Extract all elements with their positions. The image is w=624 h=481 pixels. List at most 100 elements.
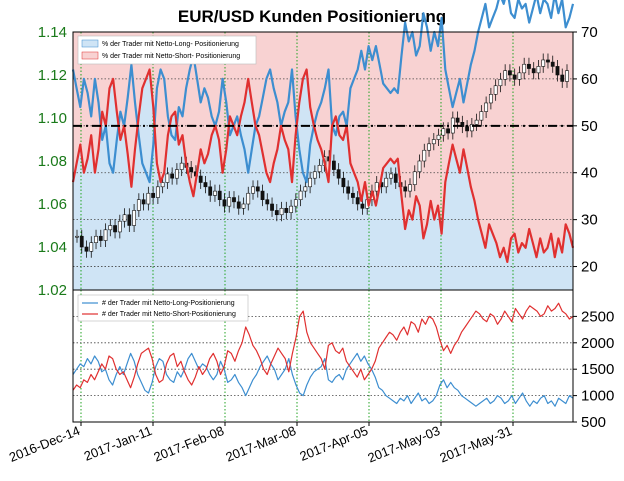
chart-title: EUR/USD Kunden Positionierung [178,7,446,26]
top-panel: 1.02 1.04 1.06 1.08 1.10 1.12 1.14 20 30 40 50 60 7… [38,0,598,299]
candle-body [284,208,289,213]
top-lines [71,0,575,263]
candle-body [175,169,179,179]
candle-body [308,177,313,188]
candle-body [293,199,298,207]
candle-body [422,149,427,162]
candle-body [117,220,122,233]
candle-body [455,117,460,123]
candle-body [232,197,236,203]
candle-body [503,70,508,80]
candle-body [217,190,222,201]
candle-body [251,186,255,194]
candle-body [560,74,565,82]
candle-body [127,214,132,226]
candle-body [469,124,474,132]
candle-body [541,59,546,67]
candle-body [179,162,184,170]
candle-body [527,63,531,69]
left-tick-label-4: 1.10 [38,110,67,127]
bottom-right-tick-label-1: 1000 [581,388,614,405]
candle-body [98,235,103,241]
candle-body [427,143,431,151]
candle-body [241,203,246,209]
right-tick-label-0: 20 [581,259,598,276]
candle-body [227,197,232,207]
candle-body [170,173,175,179]
candle-body [331,160,336,170]
x-tick-label-6: 2017-May-31 [437,423,514,466]
candle-body [441,128,446,136]
legend-swatch-short-pct [81,51,99,60]
candle-body [417,160,422,173]
candle-body [460,122,465,127]
legend-label-short-count: # der Trader mit Netto-Short-Positionier… [102,311,236,318]
candle-body [246,192,251,205]
candle-body [522,63,527,74]
bottom-panel: 500 1000 1500 2000 2500 # der Trader mit Net… [72,289,614,431]
short-count-line [72,302,574,391]
bottom-right-tick-label-2: 1500 [581,361,614,378]
candle-body [346,186,351,194]
candle-body [151,192,156,198]
candle-body [317,165,322,173]
candle-body [84,246,89,252]
x-tick-label-5: 2017-May-03 [365,423,442,466]
right-tick-label-5: 70 [581,24,598,41]
candle-body [474,119,479,125]
candle-body [408,184,412,192]
bottom-right-tick-label-3: 2000 [581,335,614,352]
candle-body [255,186,260,192]
candle-body [446,128,450,134]
x-axis-ticks: 2016-Dec-14 2017-Jan-112017-Feb-082017-Ma… [7,422,514,465]
candle-body [198,175,203,183]
candle-body [208,186,213,196]
candle-body [79,235,84,248]
bottom-lines [72,302,574,407]
candle-body [403,186,408,192]
candle-body [493,85,498,95]
candle-body [303,186,308,192]
bottom-right-axis-ticks: 500 1000 1500 2000 2500 [573,308,614,431]
candle-body [393,173,398,183]
short-pct-line [71,68,575,263]
legend-label-long-count: # der Trader mit Netto-Long-Positionieru… [102,300,235,307]
candle-body [512,74,517,80]
candle-body [132,210,136,226]
candle-body [189,167,194,173]
candle-body [436,134,441,140]
candle-body [555,66,560,76]
candle-body [479,111,484,121]
candle-body [508,70,512,76]
candle-body [108,225,113,231]
candle-body [565,70,569,82]
candle-body [289,205,293,213]
candle-body [136,199,141,211]
left-axis-ticks: 1.02 1.04 1.06 1.08 1.10 1.12 1.14 [38,24,67,299]
right-tick-label-4: 60 [581,71,598,88]
right-axis-ticks: 20 30 40 50 60 70 [573,24,598,276]
bottom-right-tick-label-0: 500 [581,414,606,431]
candle-body [384,177,389,188]
x-tick-label-1: 2017-Jan-11 [82,423,154,464]
top-legend: % der Trader mit Netto-Long- Positionier… [77,35,257,65]
candle-body [550,61,555,67]
left-tick-label-6: 1.14 [38,24,67,41]
left-tick-label-3: 1.08 [38,153,67,170]
legend-label-long-pct: % der Trader mit Netto-Long- Positionier… [102,41,239,48]
candle-body [141,199,146,205]
candle-body [488,94,493,104]
candle-body [222,199,227,207]
candle-body [498,79,503,87]
candle-body [274,210,279,216]
candle-body [546,59,550,63]
candle-body [484,102,489,112]
candle-body [213,190,217,196]
candle-body [341,177,346,188]
left-tick-label-5: 1.12 [38,67,67,84]
candle-body [279,208,284,216]
candle-body [160,182,165,188]
x-tick-label-0: 2016-Dec-14 [7,423,82,465]
bottom-right-tick-label-4: 2500 [581,308,614,325]
candle-body [389,173,393,179]
